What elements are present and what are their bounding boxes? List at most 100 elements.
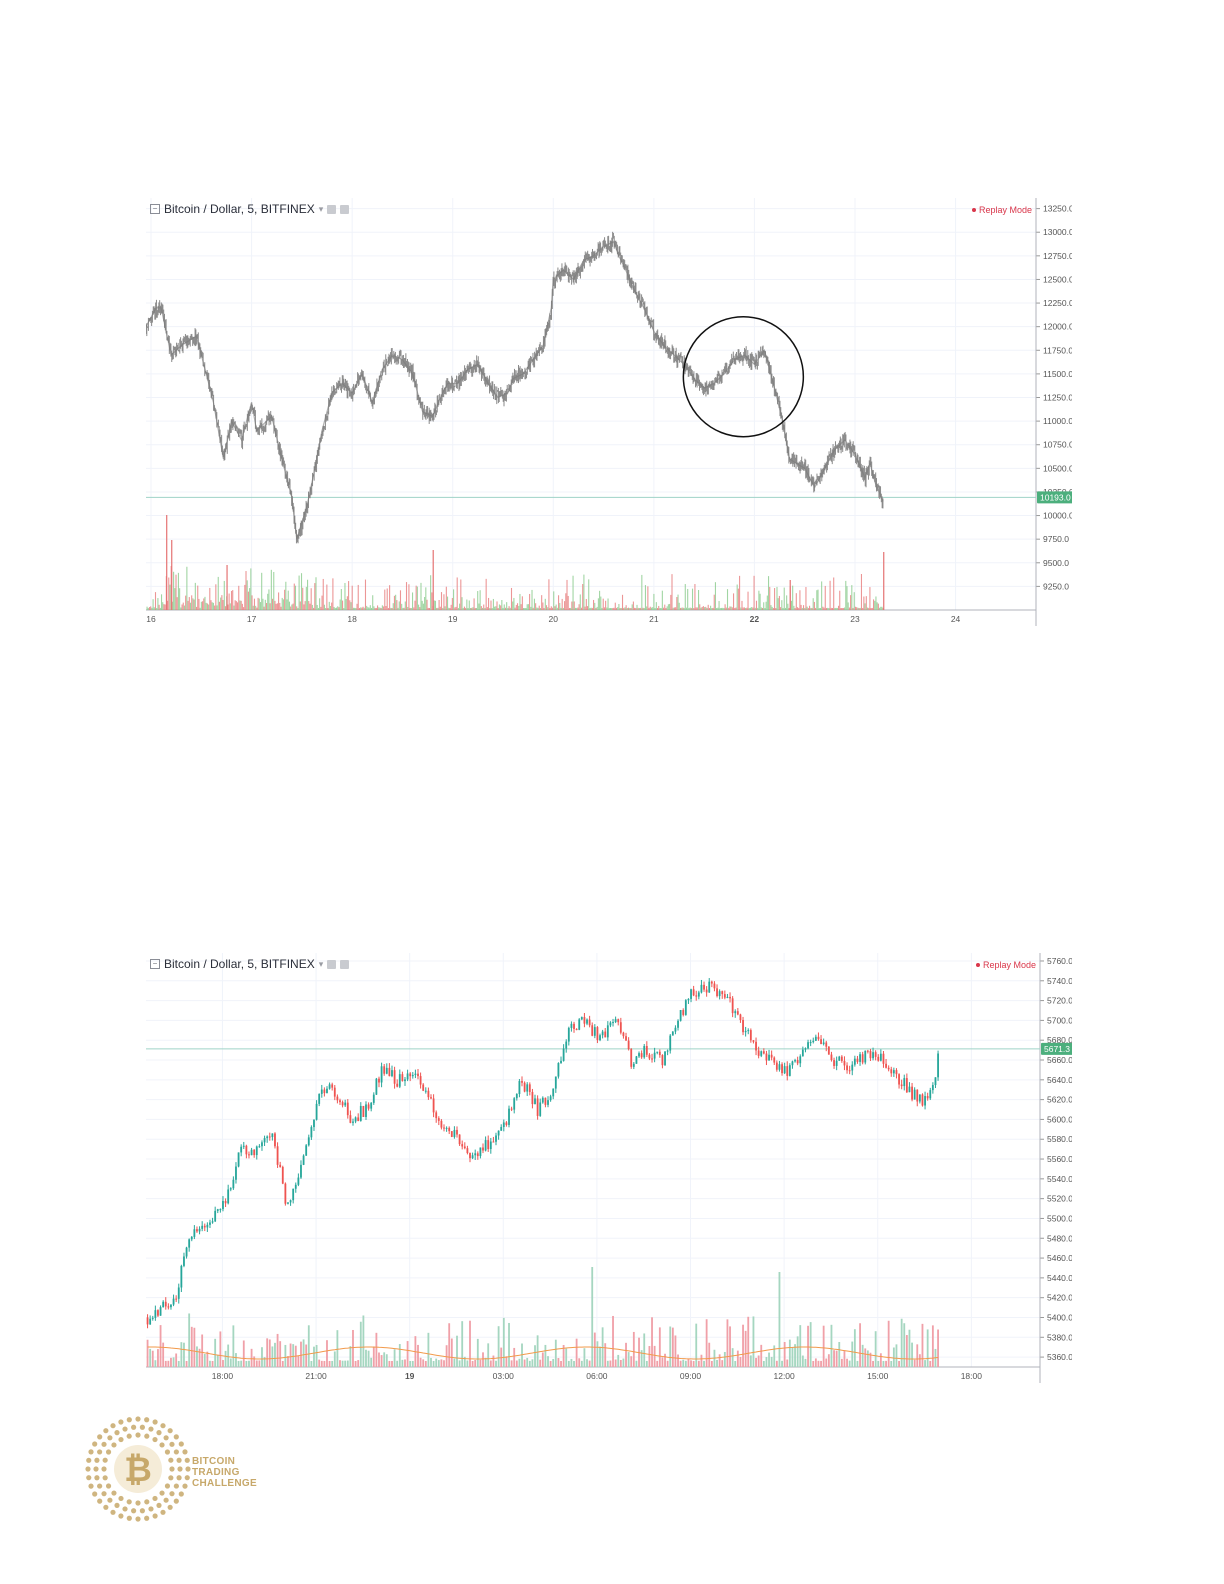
volume-bar <box>384 589 386 610</box>
volume-bar <box>682 607 684 610</box>
volume-bar <box>367 607 369 610</box>
candle-body <box>835 1060 838 1066</box>
volume-bar <box>331 602 333 610</box>
volume-bar <box>714 582 716 610</box>
price-chart-daily-range[interactable]: 13250.0 13000.0 12750.0 12500.0 12250.0 12000… <box>146 198 1072 626</box>
volume-bar <box>771 606 773 610</box>
volume-bar <box>413 607 415 610</box>
volume-bar <box>232 1325 235 1367</box>
y-tick-label: 10500.0 <box>1043 463 1072 473</box>
volume-bar <box>721 1360 724 1367</box>
volume-bar <box>227 1344 230 1367</box>
volume-bar <box>223 580 225 610</box>
y-tick-label: 5740.0 <box>1047 976 1072 986</box>
volume-bar <box>521 596 523 610</box>
candle-body <box>326 1088 328 1094</box>
logo-dot <box>185 1466 191 1472</box>
chevron-down-icon[interactable]: ▾ <box>318 203 324 214</box>
settings-icon[interactable] <box>327 204 337 214</box>
candle-body <box>547 1100 549 1105</box>
volume-bar <box>425 587 427 610</box>
volume-bar <box>661 590 663 610</box>
volume-bar <box>658 1327 661 1367</box>
candle-body <box>760 1051 763 1056</box>
volume-bar <box>305 1344 308 1367</box>
candle-body <box>513 1098 516 1110</box>
volume-bar <box>487 1343 490 1367</box>
volume-bar <box>743 607 745 610</box>
volume-bar <box>398 1344 401 1367</box>
collapse-icon[interactable]: − <box>150 959 160 969</box>
candle-body <box>781 1064 783 1074</box>
volume-bar <box>350 602 352 610</box>
replay-mode-badge[interactable]: Replay Mode <box>971 205 1032 215</box>
volume-bar <box>611 607 613 610</box>
volume-bar <box>550 606 552 610</box>
record-dot-icon <box>975 963 980 967</box>
volume-bar <box>484 1357 487 1367</box>
volume-bar <box>872 1360 874 1367</box>
logo-dot <box>122 1426 128 1432</box>
candle-body <box>354 1117 357 1122</box>
chevron-down-icon[interactable]: ▾ <box>318 958 324 969</box>
volume-bar <box>281 597 283 610</box>
settings-icon[interactable] <box>327 959 337 969</box>
volume-bar <box>817 1360 820 1367</box>
candle-body <box>705 989 708 993</box>
candle-body <box>302 1155 305 1165</box>
y-tick-label: 9250.0 <box>1043 581 1069 591</box>
volume-bar <box>354 607 356 610</box>
candle-body <box>188 1239 191 1248</box>
close-icon[interactable] <box>340 204 350 214</box>
volume-bar <box>234 600 236 610</box>
logo-dot <box>114 1430 120 1436</box>
candle-body <box>518 1081 521 1094</box>
volume-bar <box>346 596 348 610</box>
volume-bar <box>420 582 422 610</box>
volume-bar <box>880 606 882 610</box>
volume-bar <box>601 607 603 610</box>
volume-bar <box>408 584 410 610</box>
volume-bar <box>500 605 502 610</box>
candle-body <box>736 1011 739 1015</box>
volume-bar <box>859 607 861 610</box>
volume-bar <box>266 1338 269 1367</box>
candle-body <box>398 1074 401 1087</box>
candle-body <box>687 998 690 1001</box>
candle-body <box>708 981 711 993</box>
volume-bar <box>490 600 492 610</box>
volume-bar <box>428 607 430 610</box>
candle-body <box>622 1032 625 1037</box>
candle-body <box>869 1051 872 1059</box>
candle-body <box>617 1019 620 1023</box>
volume-bar <box>186 566 188 610</box>
volume-ma-line <box>147 1346 939 1360</box>
symbol-title[interactable]: Bitcoin / Dollar, 5, BITFINEX <box>164 957 315 971</box>
y-tick-label: 9750.0 <box>1043 534 1069 544</box>
logo-dot <box>144 1515 150 1521</box>
volume-bar <box>861 1344 864 1367</box>
replay-mode-badge[interactable]: Replay Mode <box>975 960 1036 970</box>
volume-bar <box>166 515 168 610</box>
symbol-title[interactable]: Bitcoin / Dollar, 5, BITFINEX <box>164 202 315 216</box>
volume-bar <box>373 606 375 610</box>
volume-bar <box>619 607 621 610</box>
price-chart-intraday[interactable]: 5760.0 5740.0 5720.0 5700.0 5680.0 5660.0 5640… <box>146 953 1072 1383</box>
volume-bar <box>149 1348 152 1367</box>
chart-canvas[interactable]: 13250.0 13000.0 12750.0 12500.0 12250.0 12000… <box>146 198 1072 626</box>
volume-bar <box>321 595 323 610</box>
volume-bar <box>605 600 607 610</box>
collapse-icon[interactable]: − <box>150 204 160 214</box>
chart-canvas[interactable]: 5760.0 5740.0 5720.0 5700.0 5680.0 5660.0 5640… <box>146 953 1072 1383</box>
volume-bar <box>379 607 381 610</box>
volume-bar <box>263 1357 266 1367</box>
volume-bar <box>570 1358 573 1367</box>
volume-bar <box>407 606 409 610</box>
candle-body <box>502 1122 505 1127</box>
volume-bar <box>404 1359 406 1367</box>
candle-body <box>859 1054 861 1062</box>
close-icon[interactable] <box>340 959 350 969</box>
candle-body <box>359 1105 362 1121</box>
volume-bar <box>503 604 505 610</box>
volume-bar <box>386 588 388 610</box>
